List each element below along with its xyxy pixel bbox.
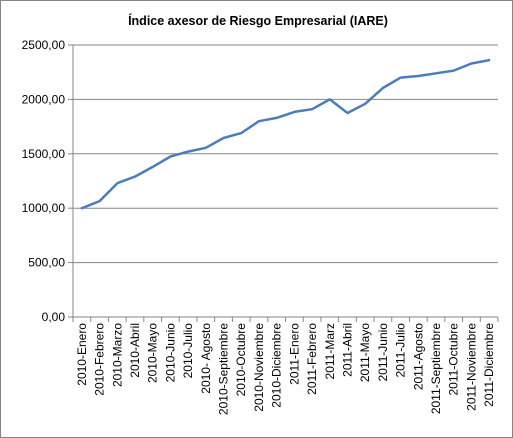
x-tick-label: 2011-Julio [394,323,408,378]
y-tick-label: 0,00 [42,310,66,324]
y-tick-label: 1500,00 [22,147,66,161]
x-tick-label: 2010-Enero [75,323,89,386]
x-tick-labels: 2010-Enero 2010-Febrero 2010-Marzo 2010-Abr… [75,323,496,415]
x-tick-label: 2010-Febrero [93,323,107,396]
x-tick-label: 2011-Septiembre [429,323,443,414]
chart-title: Índice axesor de Riesgo Empresarial (IAR… [128,13,388,28]
y-tick-label: 1000,00 [22,201,66,215]
x-tick-label: 2010-Noviembre [252,323,266,412]
x-tick-label: 2010-Julio [181,323,195,379]
x-tick-label: 2010-Marzo [110,323,124,387]
y-tick-label: 500,00 [28,256,65,270]
x-tick-label: 2011-Junio [376,323,390,382]
y-tick-label: 2000,00 [22,92,66,106]
x-tick-label: 2011-Febrero [305,323,319,395]
x-tick-label: 2010-Octubre [234,323,248,397]
gridlines [73,44,498,264]
series-line [80,58,491,210]
x-tick-label: 2011-Abril [340,323,354,377]
x-tick-label: 2010- Agosto [199,323,213,394]
x-tick-label: 2011-Agosto [411,323,425,390]
x-tick-label: 2011-Noviembre [464,323,478,411]
x-tick-label: 2011-Marz [323,323,337,379]
axes [68,44,499,322]
x-tick-label: 2010-Septiembre [217,323,231,415]
x-tick-label: 2011-Diciembre [482,323,496,407]
x-tick-label: 2010-Junio [163,323,177,383]
y-tick-labels: 0,00 500,00 1000,00 1500,00 2000,00 2500,00 [22,38,66,324]
x-tick-label: 2010-Diciembre [270,323,284,408]
x-tick-label: 2010-Abril [128,323,142,378]
y-tick-label: 2500,00 [22,38,66,52]
x-tick-label: 2011-Mayo [358,323,372,382]
series-layer [80,58,491,210]
x-tick-label: 2011-Octubre [447,323,461,396]
x-tick-label: 2010-Mayo [146,323,160,383]
x-tick-label: 2011-Enero [287,323,301,385]
